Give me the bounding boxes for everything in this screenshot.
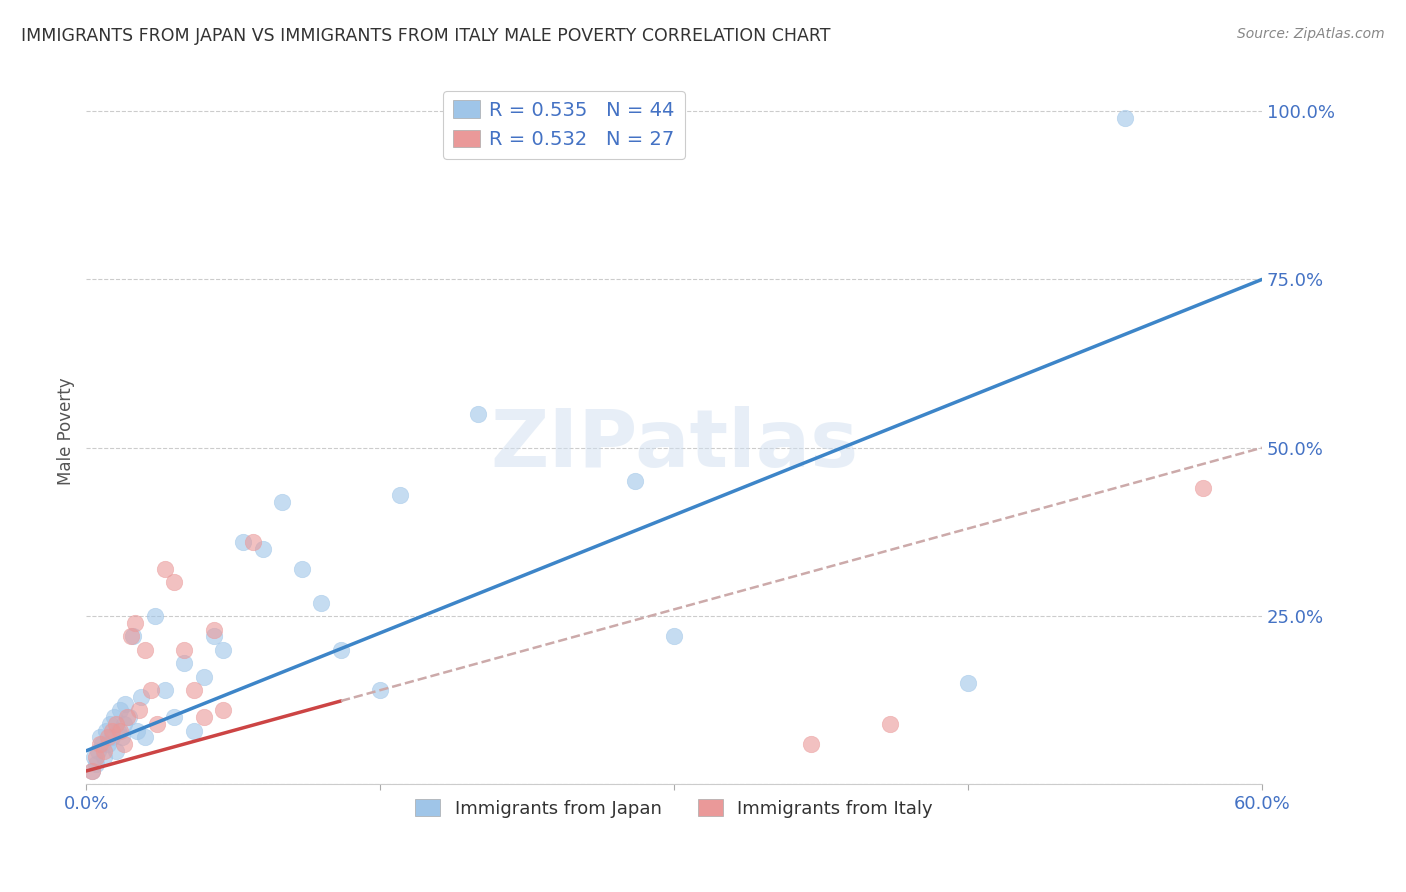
Point: [1114, 111, 1136, 125]
Point: [202, 629, 225, 643]
Point: [87, 744, 110, 758]
Point: [129, 690, 152, 704]
Point: [134, 642, 156, 657]
Point: [122, 629, 145, 643]
Point: [134, 731, 156, 745]
Point: [879, 716, 901, 731]
Text: ZIPatlas: ZIPatlas: [489, 406, 858, 484]
Point: [97, 737, 120, 751]
Y-axis label: Male Poverty: Male Poverty: [58, 377, 75, 484]
Point: [83, 750, 105, 764]
Point: [89, 731, 111, 745]
Point: [104, 744, 127, 758]
Point: [117, 710, 139, 724]
Point: [1192, 481, 1215, 495]
Point: [108, 723, 131, 738]
Point: [183, 723, 205, 738]
Point: [271, 494, 294, 508]
Point: [127, 723, 149, 738]
Point: [173, 657, 195, 671]
Point: [93, 744, 115, 758]
Point: [212, 703, 235, 717]
Point: [104, 716, 127, 731]
Point: [183, 683, 205, 698]
Point: [330, 642, 353, 657]
Point: [193, 710, 215, 724]
Point: [193, 670, 215, 684]
Point: [91, 737, 114, 751]
Point: [112, 716, 135, 731]
Point: [114, 697, 136, 711]
Point: [800, 737, 823, 751]
Point: [118, 710, 141, 724]
Point: [173, 642, 195, 657]
Point: [84, 750, 107, 764]
Point: [89, 737, 111, 751]
Point: [139, 683, 162, 698]
Point: [202, 623, 225, 637]
Point: [146, 716, 169, 731]
Legend: Immigrants from Japan, Immigrants from Italy: Immigrants from Japan, Immigrants from I…: [408, 792, 941, 825]
Point: [153, 562, 176, 576]
Point: [163, 710, 186, 724]
Point: [110, 731, 132, 745]
Point: [97, 731, 120, 745]
Point: [100, 731, 122, 745]
Point: [388, 488, 411, 502]
Point: [120, 629, 142, 643]
Point: [84, 757, 107, 772]
Point: [108, 703, 131, 717]
Point: [662, 629, 685, 643]
Point: [242, 535, 264, 549]
Point: [107, 723, 129, 738]
Point: [93, 750, 115, 764]
Point: [163, 575, 186, 590]
Point: [100, 723, 122, 738]
Point: [128, 703, 150, 717]
Point: [467, 407, 489, 421]
Text: IMMIGRANTS FROM JAPAN VS IMMIGRANTS FROM ITALY MALE POVERTY CORRELATION CHART: IMMIGRANTS FROM JAPAN VS IMMIGRANTS FROM…: [21, 27, 831, 45]
Point: [368, 683, 391, 698]
Point: [956, 676, 979, 690]
Point: [212, 642, 235, 657]
Point: [153, 683, 176, 698]
Text: Source: ZipAtlas.com: Source: ZipAtlas.com: [1237, 27, 1385, 41]
Point: [291, 562, 314, 576]
Point: [82, 764, 104, 778]
Point: [143, 609, 166, 624]
Point: [94, 723, 117, 738]
Point: [98, 716, 121, 731]
Point: [112, 737, 135, 751]
Point: [232, 535, 254, 549]
Point: [82, 764, 104, 778]
Point: [124, 615, 146, 630]
Point: [103, 710, 125, 724]
Point: [624, 475, 647, 489]
Point: [311, 596, 333, 610]
Point: [252, 541, 274, 556]
